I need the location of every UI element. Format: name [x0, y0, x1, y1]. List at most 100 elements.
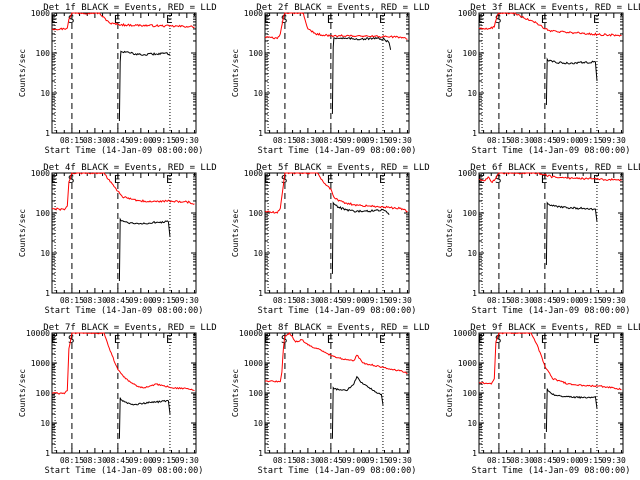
y-tick-label: 10: [253, 249, 263, 258]
y-axis-label: Counts/sec: [231, 369, 240, 417]
chart-panel-8: Det 8f BLACK = Events, RED = LLD 1 10 100 10…: [231, 323, 430, 476]
x-tick-label: 08:45: [533, 136, 557, 145]
x-tick-label: 08:45: [533, 456, 557, 465]
lld-series-line: [478, 172, 622, 184]
events-series-line: [118, 217, 171, 282]
x-tick-label: 08:30: [296, 296, 320, 305]
marker-label: S: [68, 173, 75, 186]
y-tick-label: 100: [249, 389, 264, 398]
y-axis-label: Counts/sec: [18, 209, 27, 257]
y-axis-label: Counts/sec: [18, 49, 27, 97]
y-tick-label: 100: [36, 49, 51, 58]
x-tick-label: 09:30: [602, 136, 626, 145]
x-tick-label: 09:15: [152, 136, 176, 145]
x-tick-label: 08:15: [60, 136, 84, 145]
marker-label: E: [541, 13, 548, 26]
marker-label: E: [379, 333, 386, 346]
y-tick-label: 1000: [31, 169, 50, 178]
x-tick-label: 09:30: [602, 456, 626, 465]
marker-label: E: [478, 333, 485, 346]
marker-label: E: [593, 173, 600, 186]
y-tick-label: 100: [249, 209, 264, 218]
chart-panel-6: Det 6f BLACK = Events, RED = LLD 1 10 100 10…: [445, 163, 640, 316]
events-series-line: [545, 57, 598, 106]
y-tick-label: 1000: [458, 359, 477, 368]
x-tick-label: 08:15: [60, 456, 84, 465]
x-tick-label: 08:30: [296, 136, 320, 145]
y-tick-label: 10: [467, 89, 477, 98]
marker-label: E: [478, 13, 485, 26]
x-tick-label: 09:15: [579, 296, 603, 305]
events-series-line: [331, 36, 392, 114]
y-tick-label: 10: [253, 89, 263, 98]
marker-label: E: [114, 13, 121, 26]
plot-frame: [478, 12, 624, 134]
marker-label: S: [68, 13, 75, 26]
x-axis-label: Start Time (14-Jan-09 08:00:00): [258, 466, 417, 476]
x-tick-label: 08:45: [319, 456, 343, 465]
chart-title: Det 6f BLACK = Events, RED = LLD: [470, 163, 640, 173]
x-tick-label: 09:15: [579, 456, 603, 465]
lld-series-line: [264, 172, 408, 214]
x-tick-label: 08:30: [83, 296, 107, 305]
chart-title: Det 4f BLACK = Events, RED = LLD: [43, 163, 216, 173]
y-tick-label: 1000: [244, 359, 263, 368]
y-tick-label: 100: [249, 49, 264, 58]
x-tick-label: 08:15: [487, 136, 511, 145]
chart-panel-2: Det 2f BLACK = Events, RED = LLD 1 10 100 10…: [231, 3, 430, 156]
x-tick-label: 09:30: [602, 296, 626, 305]
lld-series-line: [51, 172, 195, 211]
x-tick-label: 09:30: [388, 136, 412, 145]
marker-label: E: [379, 13, 386, 26]
x-tick-label: 09:00: [342, 456, 366, 465]
marker-label: S: [495, 173, 502, 186]
chart-title: Det 8f BLACK = Events, RED = LLD: [256, 323, 429, 333]
x-tick-label: 09:00: [342, 136, 366, 145]
x-tick-label: 09:15: [152, 456, 176, 465]
x-tick-label: 08:15: [273, 456, 297, 465]
y-tick-label: 10: [40, 249, 50, 258]
y-tick-label: 1000: [244, 169, 263, 178]
marker-label: E: [541, 333, 548, 346]
y-tick-label: 1000: [31, 9, 50, 18]
y-axis-label: Counts/sec: [18, 369, 27, 417]
marker-label: E: [114, 333, 121, 346]
y-tick-label: 1000: [31, 359, 50, 368]
y-tick-label: 1: [258, 129, 263, 138]
y-tick-label: 10: [467, 249, 477, 258]
plot-frame: [478, 172, 624, 294]
x-tick-label: 09:15: [579, 136, 603, 145]
x-tick-label: 09:15: [365, 296, 389, 305]
chart-panel-9: Det 9f BLACK = Events, RED = LLD 1 10 100 10…: [445, 323, 640, 476]
x-tick-label: 09:00: [556, 456, 580, 465]
marker-label: E: [478, 173, 485, 186]
marker-label: E: [166, 13, 173, 26]
marker-label: E: [264, 173, 271, 186]
chart-panel-5: Det 5f BLACK = Events, RED = LLD 1 10 100 10…: [231, 163, 430, 316]
x-tick-label: 09:30: [388, 296, 412, 305]
marker-label: E: [327, 13, 334, 26]
x-tick-label: 08:45: [106, 296, 130, 305]
x-tick-label: 08:15: [487, 456, 511, 465]
x-tick-label: 08:30: [510, 456, 534, 465]
marker-label: E: [51, 13, 58, 26]
y-tick-label: 10000: [26, 329, 50, 338]
x-axis-label: Start Time (14-Jan-09 08:00:00): [45, 146, 204, 156]
lld-series-line: [264, 12, 408, 40]
y-tick-label: 1: [45, 129, 50, 138]
x-tick-label: 08:30: [83, 456, 107, 465]
x-axis-label: Start Time (14-Jan-09 08:00:00): [472, 466, 631, 476]
y-tick-label: 10: [40, 419, 50, 428]
y-tick-label: 1000: [458, 9, 477, 18]
y-axis-label: Counts/sec: [445, 369, 454, 417]
x-tick-label: 09:00: [129, 456, 153, 465]
marker-label: E: [593, 13, 600, 26]
y-tick-label: 10: [467, 419, 477, 428]
x-tick-label: 09:30: [388, 456, 412, 465]
marker-label: E: [541, 173, 548, 186]
chart-title: Det 3f BLACK = Events, RED = LLD: [470, 3, 640, 13]
x-tick-label: 08:15: [60, 296, 84, 305]
y-tick-label: 100: [463, 209, 478, 218]
chart-title: Det 2f BLACK = Events, RED = LLD: [256, 3, 429, 13]
y-tick-label: 10: [253, 419, 263, 428]
